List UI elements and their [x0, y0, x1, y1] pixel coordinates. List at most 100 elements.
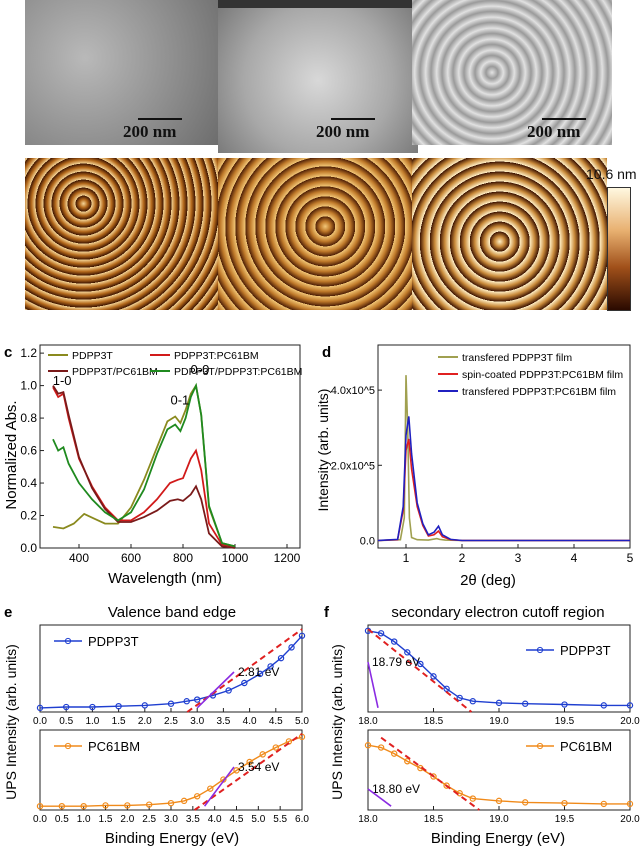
f-bottom-data-point	[469, 795, 476, 802]
f-top-xtick-label: 20.0	[620, 716, 640, 727]
e-bottom-legend-marker	[64, 742, 72, 750]
afm-image-1	[25, 158, 220, 310]
e-top-data-point	[256, 670, 264, 678]
e-top-xtick-label: 0.5	[59, 716, 73, 727]
e-top-xtick-label: 5.0	[295, 716, 309, 727]
e-top-xtick-label: 2.5	[164, 716, 178, 727]
c-xtick-label: 1000	[222, 551, 249, 565]
f-bottom-data-point	[495, 797, 503, 805]
f-bottom-data-point	[404, 758, 411, 765]
c-legend-label: PDPP3T:PC61BM	[174, 350, 259, 362]
c-peak-label: 1-0	[53, 373, 72, 388]
c-ytick-label: 0.6	[20, 444, 37, 458]
colorbar	[607, 187, 631, 311]
scale-bar-3: 200 nm	[527, 118, 586, 142]
e-top-data-point	[141, 702, 148, 709]
f-top-data-point	[430, 673, 437, 680]
e-top-annotation: 2.81 eV	[238, 665, 279, 679]
e-bottom-data-point	[80, 802, 87, 810]
e-bottom-annotation: 3.54 eV	[238, 760, 279, 774]
d-ytick-label: 0.0	[360, 535, 375, 547]
e-bottom-xtick-label: 2.0	[120, 814, 134, 825]
e-bottom-data-point	[36, 802, 44, 810]
d-ylabel: Intensity (arb. units)	[315, 389, 331, 512]
scale-bar-1: 200 nm	[123, 118, 182, 142]
afm-image-2	[218, 158, 413, 310]
c-series-line	[52, 383, 236, 548]
f-top-data-point	[404, 649, 411, 656]
c-legend-label: PDPP3T/PC61BM	[72, 366, 158, 378]
f-bottom-data-point	[626, 800, 634, 808]
d-ytick-label: 2.0x10^5	[331, 460, 375, 472]
f-top-legend-marker	[536, 646, 544, 654]
d-xtick-label: 1	[403, 551, 410, 565]
e-bottom-data-point	[233, 767, 240, 774]
e-top-xtick-label: 0.0	[33, 716, 47, 727]
e-bottom-fit-line	[194, 732, 303, 811]
e-top-xtick-label: 4.0	[243, 716, 257, 727]
e-bottom-data-point	[145, 801, 153, 808]
e-bottom-xtick-label: 5.5	[273, 814, 287, 825]
scale-label-2: 200 nm	[316, 122, 370, 141]
c-peak-label: 0-0	[191, 362, 210, 377]
f-top-data-point	[561, 701, 568, 708]
e-top-xtick-label: 3.0	[190, 716, 204, 727]
f-bottom-annotation: 18.80 eV	[372, 782, 420, 796]
e-title: Valence band edge	[108, 604, 236, 621]
e-bottom-xtick-label: 4.5	[230, 814, 244, 825]
c-ytick-label: 0.0	[20, 541, 37, 555]
f-top-xtick-label: 19.5	[555, 716, 575, 727]
e-bottom-data-point	[102, 802, 109, 809]
d-xlabel: 2θ (deg)	[460, 572, 516, 589]
e-bottom-data-point	[259, 751, 266, 758]
c-xtick-label: 400	[69, 551, 89, 565]
f-top-data-point	[456, 694, 463, 702]
d-xtick-label: 4	[571, 551, 578, 565]
e-bottom-data-point	[180, 797, 188, 805]
f-top-legend-label: PDPP3T	[560, 643, 611, 658]
e-top-data-point	[267, 663, 274, 670]
c-legend-label: PDPP3T	[72, 350, 113, 362]
f-top-annotation: 18.79 eV	[372, 655, 420, 669]
e-bottom-data-point	[124, 802, 131, 809]
e-top-annotation-arrow	[196, 671, 235, 709]
d-xtick-label: 3	[515, 551, 522, 565]
f-top-data-point	[469, 698, 476, 705]
e-top-data-point	[277, 654, 285, 662]
f-top-data-point	[626, 702, 634, 709]
e-top-data-point	[167, 700, 175, 707]
e-bottom-data-point	[272, 744, 279, 751]
c-ytick-label: 1.2	[20, 346, 37, 360]
e-top-xtick-label: 4.5	[269, 716, 283, 727]
e-bottom-xtick-label: 3.5	[186, 814, 200, 825]
f-top-data-point	[495, 699, 503, 707]
d-legend-label: transfered PDPP3T:PC61BM film	[462, 386, 616, 398]
f-bottom-legend-label: PC61BM	[560, 739, 612, 754]
f-bottom-legend-marker	[536, 742, 544, 750]
f-top-xtick-label: 18.5	[424, 716, 444, 727]
f-bottom-xtick-label: 20.0	[620, 814, 640, 825]
c-ytick-label: 0.4	[20, 476, 37, 490]
tem-image-3: 200 nm	[412, 0, 612, 145]
ef-ylabel-left: UPS Intensity (arb. units)	[3, 644, 19, 800]
c-peak-label: 0-1	[171, 393, 190, 408]
c-ylabel: Normalized Abs.	[3, 400, 20, 509]
tem-image-2: 200 nm	[218, 0, 418, 153]
e-top-xtick-label: 3.5	[216, 716, 230, 727]
c-xtick-label: 600	[121, 551, 141, 565]
f-title: secondary electron cutoff region	[391, 604, 604, 621]
ef-ylabel-right: UPS Intensity (arb. units)	[329, 644, 345, 800]
d-series-line	[377, 416, 630, 542]
e-bottom-legend-label: PC61BM	[88, 739, 140, 754]
f-bottom-xtick-label: 19.0	[489, 814, 509, 825]
e-bottom-xtick-label: 1.5	[99, 814, 113, 825]
e-bottom-xtick-label: 5.0	[251, 814, 265, 825]
e-bottom-annotation-arrow	[203, 766, 235, 807]
f-top-data-point	[417, 660, 424, 668]
e-top-data-point	[115, 703, 122, 710]
e-bottom-xtick-label: 0.5	[55, 814, 69, 825]
c-series-line	[52, 385, 236, 549]
e-bottom-xtick-label: 0.0	[33, 814, 47, 825]
f-bottom-data-point	[600, 800, 608, 808]
